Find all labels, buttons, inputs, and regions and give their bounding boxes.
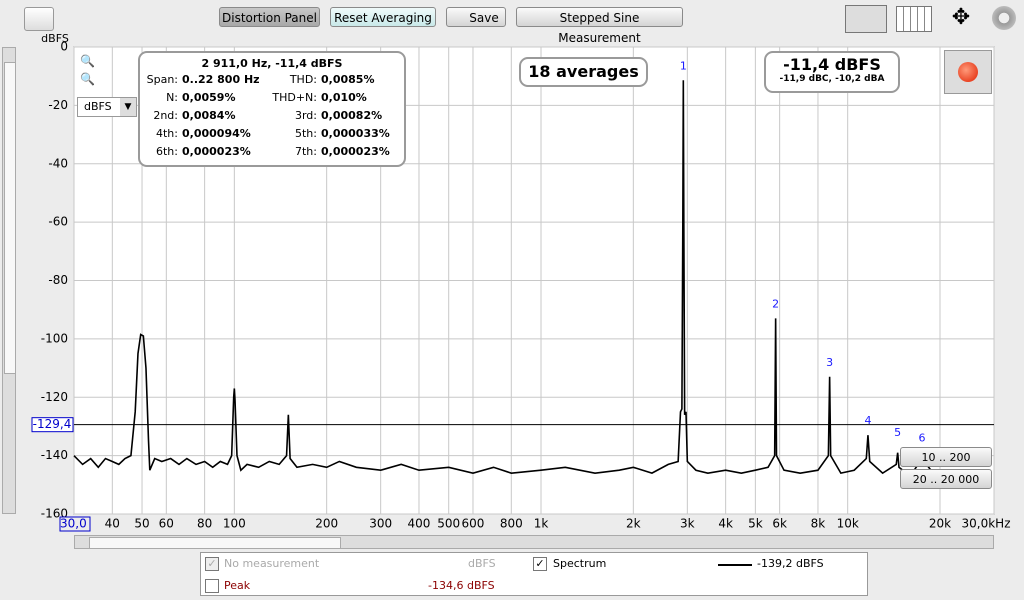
- info-box: 2 911,0 Hz, -11,4 dBFS Span: 0..22 800 Hz…: [138, 51, 406, 167]
- legend-label: No measurement: [224, 557, 320, 570]
- grid-icon[interactable]: [896, 6, 932, 32]
- y-tick-label: -140: [41, 448, 68, 462]
- range-button[interactable]: 20 .. 20 000: [900, 469, 992, 489]
- info-value: 0..22 800 Hz: [182, 73, 260, 86]
- range-button[interactable]: 10 .. 200: [900, 447, 992, 467]
- x-tick-label: 600: [462, 517, 485, 531]
- checkbox[interactable]: ✓: [205, 557, 219, 571]
- info-label: Span:: [146, 73, 178, 86]
- harmonic-label: 2: [772, 297, 779, 310]
- x-tick-label: 5k: [748, 517, 763, 531]
- x-tick-label: 40: [105, 517, 120, 531]
- cursor-label: -129,4: [33, 417, 72, 431]
- legend-label: Peak: [224, 579, 251, 592]
- level-box: -11,4 dBFS -11,9 dBC, -10,2 dBA: [764, 51, 900, 93]
- x-tick-label: 80: [197, 517, 212, 531]
- checkbox[interactable]: [205, 579, 219, 593]
- x-tick-label: 50: [134, 517, 149, 531]
- x-tick-label: 3k: [680, 517, 695, 531]
- harmonic-label: 4: [864, 414, 871, 427]
- horizontal-scrollbar[interactable]: [74, 535, 994, 549]
- info-label: N:: [166, 91, 178, 104]
- info-value: 0,0085%: [321, 73, 375, 86]
- info-value: 0,000023%: [182, 145, 251, 158]
- info-value: 0,000023%: [321, 145, 390, 158]
- legend-line-sample: [718, 564, 752, 566]
- x-tick-label: 500: [437, 517, 460, 531]
- fit-icon[interactable]: ✥: [951, 5, 971, 30]
- level-sub: -11,9 dBC, -10,2 dBA: [779, 74, 885, 84]
- x-tick-label: 100: [223, 517, 246, 531]
- cursor-label-box: [31, 417, 74, 433]
- toolbar-button[interactable]: Save: [446, 7, 506, 27]
- x-start-box: [59, 516, 91, 532]
- info-label: 4th:: [156, 127, 178, 140]
- legend-value: -139,2 dBFS: [757, 557, 824, 570]
- info-label: THD:: [289, 73, 317, 86]
- legend-value: -134,6 dBFS: [428, 579, 495, 592]
- info-label: THD+N:: [272, 91, 317, 104]
- harmonic-label: 5: [894, 426, 901, 439]
- info-label: 3rd:: [294, 109, 317, 122]
- y-axis-label: dBFS: [41, 32, 69, 45]
- vertical-scrollbar[interactable]: [2, 47, 16, 514]
- x-tick-label: 6k: [772, 517, 787, 531]
- record-button[interactable]: [944, 50, 992, 94]
- toolbar-button[interactable]: Reset Averaging: [330, 7, 436, 27]
- x-tick-label: 800: [500, 517, 523, 531]
- harmonic-label: 6: [918, 432, 925, 445]
- averages-box: 18 averages: [519, 57, 648, 87]
- legend-unit: dBFS: [468, 557, 496, 570]
- info-value: 0,0059%: [182, 91, 236, 104]
- info-value: 0,000094%: [182, 127, 251, 140]
- x-tick-label: 8k: [811, 517, 826, 531]
- x-tick-label: 30,0: [60, 517, 87, 531]
- y-tick-label: -60: [48, 215, 68, 229]
- x-tick-label: 300: [369, 517, 392, 531]
- y-tick-label: 0: [60, 40, 68, 54]
- x-tick-label: 2k: [626, 517, 641, 531]
- unit-dropdown-text: dBFS: [84, 100, 112, 113]
- x-tick-label: 1k: [534, 517, 549, 531]
- info-value: 0,00082%: [321, 109, 383, 122]
- checkbox[interactable]: ✓: [533, 557, 547, 571]
- unit-dropdown[interactable]: dBFS ▼: [77, 97, 137, 117]
- x-tick-label: 200: [315, 517, 338, 531]
- zoom-icons[interactable]: 🔍 🔍: [80, 54, 95, 86]
- info-value: 0,010%: [321, 91, 367, 104]
- level-main: -11,4 dBFS: [783, 55, 881, 74]
- y-tick-label: -20: [48, 98, 68, 112]
- legend-panel: ✓ No measurement dBFS ✓ Spectrum -139,2 …: [200, 552, 868, 596]
- info-label: 6th:: [156, 145, 178, 158]
- x-tick-label: 400: [408, 517, 431, 531]
- y-tick-label: -80: [48, 273, 68, 287]
- info-label: 7th:: [295, 145, 317, 158]
- info-title: 2 911,0 Hz, -11,4 dBFS: [201, 57, 343, 70]
- x-tick-label: 60: [159, 517, 174, 531]
- info-value: 0,000033%: [321, 127, 390, 140]
- toolbar-button[interactable]: Distortion Panel: [219, 7, 320, 27]
- info-label: 2nd:: [153, 109, 178, 122]
- spectrum-line: [73, 80, 959, 478]
- y-tick-label: -40: [48, 156, 68, 170]
- info-label: 5th:: [295, 127, 317, 140]
- y-tick-label: -100: [41, 331, 68, 345]
- legend-label: Spectrum: [553, 557, 607, 570]
- settings-icon[interactable]: [992, 6, 1016, 30]
- info-value: 0,0084%: [182, 109, 236, 122]
- x-tick-label: 30,0kHz: [962, 517, 1011, 531]
- toolbar-button[interactable]: Stepped Sine Measurement: [516, 7, 683, 45]
- x-tick-label: 10k: [837, 517, 859, 531]
- harmonic-label: 1: [680, 59, 687, 72]
- x-tick-label: 4k: [718, 517, 733, 531]
- view-icon[interactable]: [845, 5, 887, 33]
- y-tick-label: -120: [41, 390, 68, 404]
- harmonic-label: 3: [826, 356, 833, 369]
- x-tick-label: 20k: [929, 517, 951, 531]
- camera-icon[interactable]: [24, 7, 54, 31]
